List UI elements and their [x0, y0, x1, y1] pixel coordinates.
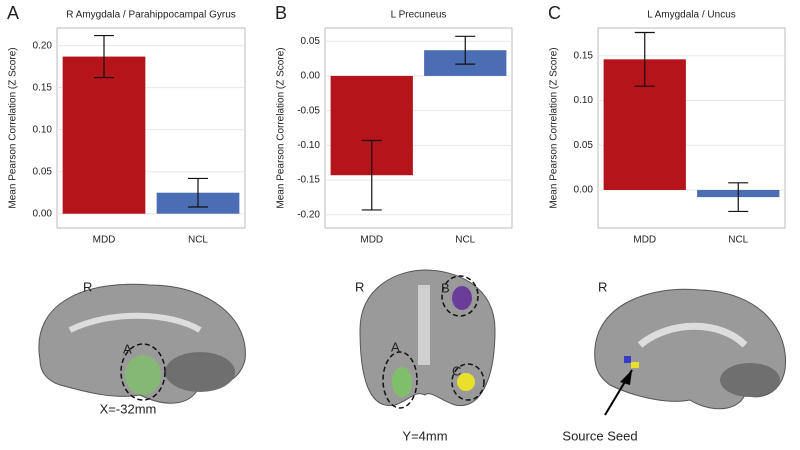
chart-title: R Amygdala / Parahippocampal Gyrus — [66, 10, 236, 21]
y-tick-label: -0.10 — [297, 140, 320, 151]
y-axis-label: Mean Pearson Correlation (Z Score) — [276, 47, 287, 208]
error-bar — [188, 177, 208, 208]
y-axis-label: Mean Pearson Correlation (Z Score) — [549, 47, 560, 208]
x-tick-label: MDD — [360, 235, 383, 246]
region-label: A — [391, 339, 400, 354]
brain-coronal — [359, 269, 496, 409]
y-tick-label: 0.00 — [33, 208, 53, 219]
y-tick-label: 0.00 — [301, 71, 321, 82]
y-tick-label: -0.15 — [297, 175, 320, 186]
caption: Y=4mm — [402, 428, 447, 443]
panel-label: A — [7, 3, 19, 23]
chart-title: L Amygdala / Uncus — [647, 10, 736, 21]
y-tick-label: 0.20 — [33, 40, 53, 51]
y-tick-label: 0.15 — [33, 82, 53, 93]
error-bar — [634, 31, 655, 87]
x-tick-label: NCL — [728, 235, 748, 246]
y-tick-label: 0.00 — [574, 185, 594, 196]
y-tick-label: 0.10 — [33, 124, 53, 135]
side-label: R — [83, 279, 92, 294]
annotation: Source Seed — [562, 428, 637, 443]
caption: X=-32mm — [100, 401, 157, 416]
y-tick-label: -0.05 — [297, 105, 320, 116]
y-tick-label: 0.05 — [33, 166, 53, 177]
error-bar — [94, 34, 114, 79]
x-tick-label: NCL — [455, 235, 475, 246]
brain-midsagittal — [594, 288, 787, 416]
panel-label: C — [548, 3, 561, 23]
region-label: C — [452, 363, 461, 378]
y-axis-label: Mean Pearson Correlation (Z Score) — [8, 47, 19, 208]
error-bar — [728, 182, 749, 213]
region-label: B — [441, 280, 450, 295]
y-tick-label: 0.05 — [301, 36, 321, 47]
y-tick-label: 0.15 — [574, 50, 594, 61]
y-tick-label: 0.10 — [574, 95, 594, 106]
x-tick-label: MDD — [633, 235, 656, 246]
side-label: R — [355, 279, 364, 294]
chart-title: L Precuneus — [391, 10, 447, 21]
bar — [62, 56, 146, 214]
error-bar — [455, 35, 476, 65]
x-tick-label: NCL — [188, 235, 208, 246]
region-label: A — [123, 341, 132, 356]
panel-label: B — [275, 3, 287, 23]
x-tick-label: MDD — [93, 235, 116, 246]
y-tick-label: 0.05 — [574, 140, 594, 151]
side-label: R — [598, 279, 607, 294]
brain-sagittal — [38, 283, 246, 404]
y-tick-label: -0.20 — [297, 209, 320, 220]
error-bar — [361, 139, 382, 211]
